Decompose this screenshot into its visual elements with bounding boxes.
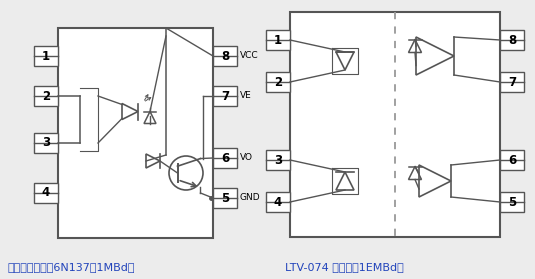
Text: 3: 3 [274, 153, 282, 167]
Bar [34, 46, 58, 66]
Bar [500, 72, 524, 92]
Text: 4: 4 [42, 186, 50, 199]
Text: 3: 3 [42, 136, 50, 150]
Text: 6: 6 [221, 151, 229, 165]
Text: LTV-074 双通道（1EMBd）: LTV-074 双通道（1EMBd） [285, 262, 404, 272]
Text: 7: 7 [221, 90, 229, 102]
Text: 4: 4 [274, 196, 282, 208]
Bar [500, 192, 524, 212]
Bar [58, 28, 213, 238]
Bar [266, 150, 290, 170]
Bar [213, 188, 237, 208]
Bar [266, 192, 290, 212]
Bar [213, 148, 237, 168]
Text: 6: 6 [508, 153, 516, 167]
Text: 5: 5 [221, 191, 229, 205]
Text: 8: 8 [508, 33, 516, 47]
Text: 2: 2 [42, 90, 50, 102]
Bar [500, 150, 524, 170]
Text: GND: GND [240, 194, 261, 203]
Bar [266, 72, 290, 92]
Bar [500, 30, 524, 50]
Text: 5: 5 [508, 196, 516, 208]
Bar [213, 46, 237, 66]
Bar [213, 86, 237, 106]
Bar [34, 133, 58, 153]
Bar [290, 12, 500, 237]
Text: 8: 8 [221, 49, 229, 62]
Text: 1: 1 [42, 49, 50, 62]
Text: VE: VE [240, 92, 252, 100]
Bar [34, 86, 58, 106]
Text: 1: 1 [274, 33, 282, 47]
Text: VO: VO [240, 153, 253, 162]
Text: 单路、高速光耦6N137（1MBd）: 单路、高速光耦6N137（1MBd） [8, 262, 135, 272]
Text: 2: 2 [274, 76, 282, 88]
Bar [266, 30, 290, 50]
Text: 7: 7 [508, 76, 516, 88]
Text: VCC: VCC [240, 52, 258, 61]
Bar [34, 183, 58, 203]
